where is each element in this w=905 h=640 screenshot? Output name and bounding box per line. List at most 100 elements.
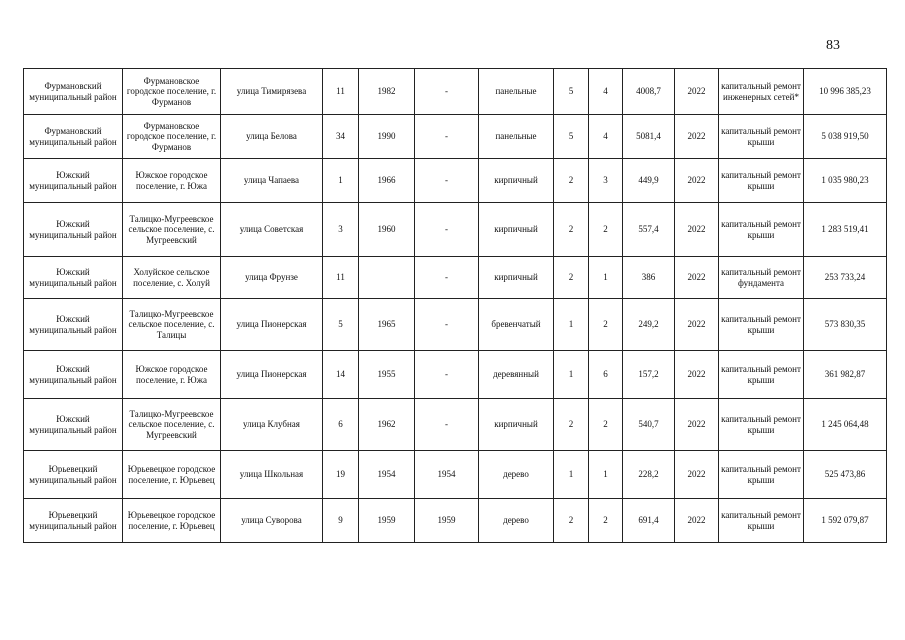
cell-area: 691,4	[622, 498, 675, 543]
cell-wall-material: бревенчатый	[478, 298, 554, 351]
table-row: Южский муниципальный район Южское городск…	[23, 158, 887, 203]
cell-wall-material: дерево	[478, 450, 554, 499]
cell-street: улица Тимирязева	[220, 68, 323, 115]
cell-repair-year: 2022	[674, 114, 719, 159]
housing-repair-table: Фурмановский муниципальный район Фурманов…	[23, 68, 887, 543]
cell-street: улица Советская	[220, 202, 323, 257]
cell-year-built: 1955	[358, 350, 415, 399]
cell-settlement: Талицко-Мугреевское сельское поселение, …	[122, 398, 221, 451]
cell-repair-type: капитальный ремонт крыши	[718, 158, 804, 203]
cell-settlement: Фурмановское городское поселение, г. Фур…	[122, 68, 221, 115]
cell-repair-type: капитальный ремонт крыши	[718, 298, 804, 351]
cell-house-number: 11	[322, 256, 359, 299]
cell-area: 5081,4	[622, 114, 675, 159]
cell-entrances: 6	[588, 350, 623, 399]
table-row: Фурмановский муниципальный район Фурманов…	[23, 68, 887, 115]
cell-year-built: 1965	[358, 298, 415, 351]
cell-wall-material: деревянный	[478, 350, 554, 399]
cell-district: Юрьевецкий муниципальный район	[23, 498, 123, 543]
cell-house-number: 19	[322, 450, 359, 499]
cell-repair-type: капитальный ремонт фундамента	[718, 256, 804, 299]
cell-area: 249,2	[622, 298, 675, 351]
cell-street: улица Чапаева	[220, 158, 323, 203]
cell-year-built: 1990	[358, 114, 415, 159]
cell-cost: 253 733,24	[803, 256, 887, 299]
cell-district: Фурмановский муниципальный район	[23, 114, 123, 159]
table-row: Южский муниципальный район Талицко-Мугрее…	[23, 398, 887, 451]
cell-settlement: Южское городское поселение, г. Южа	[122, 158, 221, 203]
cell-area: 557,4	[622, 202, 675, 257]
cell-year-commissioned: -	[414, 350, 479, 399]
cell-cost: 5 038 919,50	[803, 114, 887, 159]
cell-repair-year: 2022	[674, 158, 719, 203]
cell-floors: 2	[553, 202, 589, 257]
cell-cost: 1 245 064,48	[803, 398, 887, 451]
cell-floors: 2	[553, 256, 589, 299]
table-row: Фурмановский муниципальный район Фурманов…	[23, 114, 887, 159]
table-row: Юрьевецкий муниципальный район Юрьевецкое…	[23, 498, 887, 543]
cell-floors: 2	[553, 398, 589, 451]
cell-floors: 2	[553, 158, 589, 203]
cell-year-commissioned: 1954	[414, 450, 479, 499]
cell-area: 386	[622, 256, 675, 299]
cell-year-commissioned: -	[414, 256, 479, 299]
cell-entrances: 1	[588, 256, 623, 299]
cell-repair-type: капитальный ремонт крыши	[718, 350, 804, 399]
cell-wall-material: кирпичный	[478, 158, 554, 203]
cell-wall-material: панельные	[478, 114, 554, 159]
cell-cost: 361 982,87	[803, 350, 887, 399]
cell-repair-year: 2022	[674, 398, 719, 451]
cell-area: 157,2	[622, 350, 675, 399]
cell-floors: 2	[553, 498, 589, 543]
cell-entrances: 2	[588, 498, 623, 543]
cell-year-commissioned: -	[414, 68, 479, 115]
cell-wall-material: кирпичный	[478, 256, 554, 299]
cell-house-number: 3	[322, 202, 359, 257]
cell-area: 4008,7	[622, 68, 675, 115]
table-row: Южский муниципальный район Холуйское сель…	[23, 256, 887, 299]
cell-settlement: Талицко-Мугреевское сельское поселение, …	[122, 202, 221, 257]
cell-settlement: Юрьевецкое городское поселение, г. Юрьев…	[122, 498, 221, 543]
cell-repair-year: 2022	[674, 450, 719, 499]
cell-district: Южский муниципальный район	[23, 350, 123, 399]
cell-repair-year: 2022	[674, 498, 719, 543]
cell-floors: 5	[553, 68, 589, 115]
cell-settlement: Южское городское поселение, г. Южа	[122, 350, 221, 399]
cell-entrances: 4	[588, 68, 623, 115]
cell-repair-type: капитальный ремонт крыши	[718, 498, 804, 543]
cell-area: 228,2	[622, 450, 675, 499]
cell-repair-year: 2022	[674, 202, 719, 257]
cell-year-commissioned: -	[414, 298, 479, 351]
cell-cost: 10 996 385,23	[803, 68, 887, 115]
cell-street: улица Белова	[220, 114, 323, 159]
page-number: 83	[826, 38, 840, 53]
cell-house-number: 34	[322, 114, 359, 159]
cell-year-commissioned: 1959	[414, 498, 479, 543]
table-row: Южский муниципальный район Талицко-Мугрее…	[23, 202, 887, 257]
cell-settlement: Талицко-Мугреевское сельское поселение, …	[122, 298, 221, 351]
cell-street: улица Пионерская	[220, 350, 323, 399]
cell-entrances: 2	[588, 202, 623, 257]
cell-house-number: 11	[322, 68, 359, 115]
cell-area: 540,7	[622, 398, 675, 451]
cell-repair-type: капитальный ремонт крыши	[718, 450, 804, 499]
cell-year-built: 1982	[358, 68, 415, 115]
cell-cost: 1 283 519,41	[803, 202, 887, 257]
cell-year-built: 1962	[358, 398, 415, 451]
cell-floors: 1	[553, 298, 589, 351]
cell-entrances: 3	[588, 158, 623, 203]
cell-house-number: 5	[322, 298, 359, 351]
cell-floors: 1	[553, 450, 589, 499]
cell-wall-material: панельные	[478, 68, 554, 115]
cell-year-commissioned: -	[414, 202, 479, 257]
cell-cost: 573 830,35	[803, 298, 887, 351]
cell-street: улица Фрунзе	[220, 256, 323, 299]
cell-year-built: 1959	[358, 498, 415, 543]
cell-street: улица Школьная	[220, 450, 323, 499]
cell-repair-year: 2022	[674, 298, 719, 351]
cell-district: Юрьевецкий муниципальный район	[23, 450, 123, 499]
cell-cost: 525 473,86	[803, 450, 887, 499]
cell-repair-year: 2022	[674, 350, 719, 399]
cell-year-commissioned: -	[414, 114, 479, 159]
cell-house-number: 14	[322, 350, 359, 399]
